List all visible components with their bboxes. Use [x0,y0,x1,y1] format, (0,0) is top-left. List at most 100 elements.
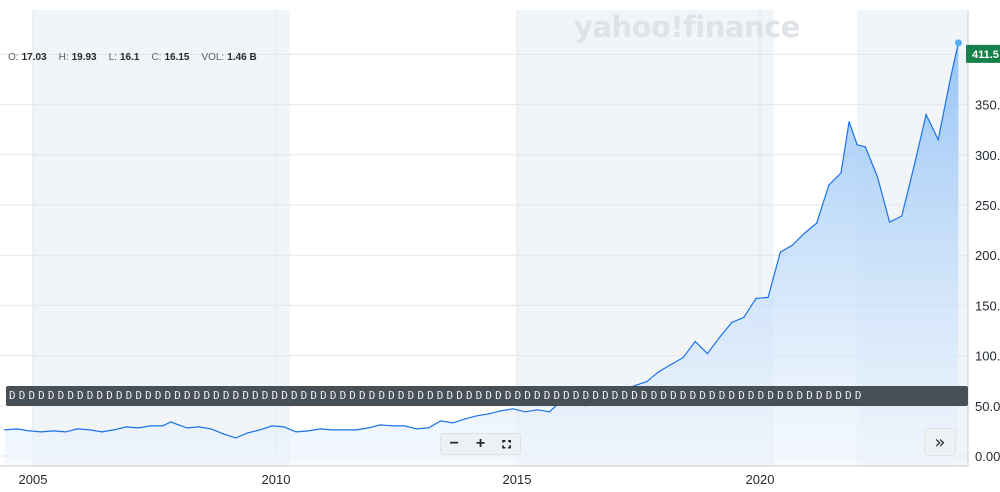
data-point [646,381,648,383]
data-point [319,428,321,430]
data-point [731,321,733,324]
data-point [295,431,297,433]
data-point [259,429,261,431]
yahoo-finance-watermark: yahoo!finance [574,10,800,44]
high-readout: H: 19.93 [58,52,97,63]
data-point [937,139,939,141]
data-point [234,437,237,439]
data-point [125,426,127,428]
ohlc-readout: O: 17.03 H: 19.93 L: 16.1 C: 16.15 VOL: 1.46 … [8,52,257,63]
data-point [416,428,418,430]
data-point [828,184,830,186]
zoom-out-button[interactable]: − [449,435,459,452]
data-point [913,166,915,168]
data-point [791,244,794,246]
data-point [500,410,502,412]
data-point [548,411,551,413]
data-point [428,427,430,429]
data-point [222,433,224,435]
data-point [198,426,200,428]
expand-button[interactable]: » [924,428,956,456]
data-point [658,371,660,373]
data-point [925,114,927,116]
data-point [113,429,115,431]
range-navigator-strip[interactable]: DDDDDDDDDDDDDDDDDDDDDDDDDDDDDDDDDDDDDDDD… [6,386,968,406]
data-point [670,364,672,366]
data-point [210,428,212,430]
data-point [856,144,858,146]
double-chevron-right-icon: » [934,431,946,453]
data-point [391,425,394,427]
zoom-controls: − + [440,433,521,455]
data-point [101,431,103,433]
y-tick-label: 300.00 [975,148,1000,163]
data-point [4,429,6,431]
data-point [536,409,538,411]
data-point [28,430,30,432]
data-point [162,425,164,427]
data-point [355,429,357,431]
price-area-fill [4,42,959,467]
data-point [743,316,745,318]
data-point [840,172,842,174]
data-point [149,425,152,427]
x-tick-label: 2015 [503,472,532,487]
data-point [379,424,381,426]
data-point [949,77,952,80]
y-tick-label: 350.00 [975,98,1000,113]
volume-readout: VOL: 1.46 B [201,52,257,63]
data-point [440,420,442,422]
y-tick-label: 150.00 [975,298,1000,313]
data-point [16,428,18,430]
data-point [40,431,42,433]
data-point [89,429,91,431]
y-tick-label: 0.00 [975,449,1000,464]
data-point [718,336,721,339]
data-point [247,432,249,434]
data-point [864,146,866,148]
data-point [186,427,188,429]
data-point [452,422,454,424]
data-point [524,411,526,413]
data-point [706,353,709,355]
data-point [307,430,309,432]
y-tick-label: 50.00 [975,399,1000,414]
data-point [331,429,333,431]
current-price-label: 411.5 [972,49,999,61]
data-point [889,221,891,223]
data-point [403,425,406,427]
data-point [876,176,879,178]
data-point [682,357,684,359]
data-point [901,215,903,217]
data-point [512,408,514,410]
data-point [694,340,696,343]
data-point [343,429,345,431]
data-point [464,418,466,420]
data-point [77,428,79,430]
zoom-in-button[interactable]: + [475,435,486,452]
data-point [64,431,66,433]
data-point [52,430,54,432]
y-tick-label: 100.00 [975,349,1000,364]
data-point [755,297,757,299]
data-point [816,222,818,224]
open-readout: O: 17.03 [8,52,47,63]
data-point [476,415,478,417]
close-readout: C: 16.15 [151,52,190,63]
data-point [283,426,285,428]
data-point [137,427,139,429]
low-readout: L: 16.1 [108,52,140,63]
data-point [178,424,180,426]
data-point [271,425,273,427]
price-line [4,42,959,439]
x-tick-label: 2005 [19,472,48,487]
x-tick-label: 2010 [262,472,291,487]
y-tick-label: 200.00 [975,248,1000,263]
x-tick-label: 2020 [746,472,775,487]
data-point [779,251,781,253]
data-point [767,296,769,298]
data-point [170,421,172,423]
y-tick-label: 250.00 [975,198,1000,213]
fullscreen-button[interactable] [496,434,518,454]
